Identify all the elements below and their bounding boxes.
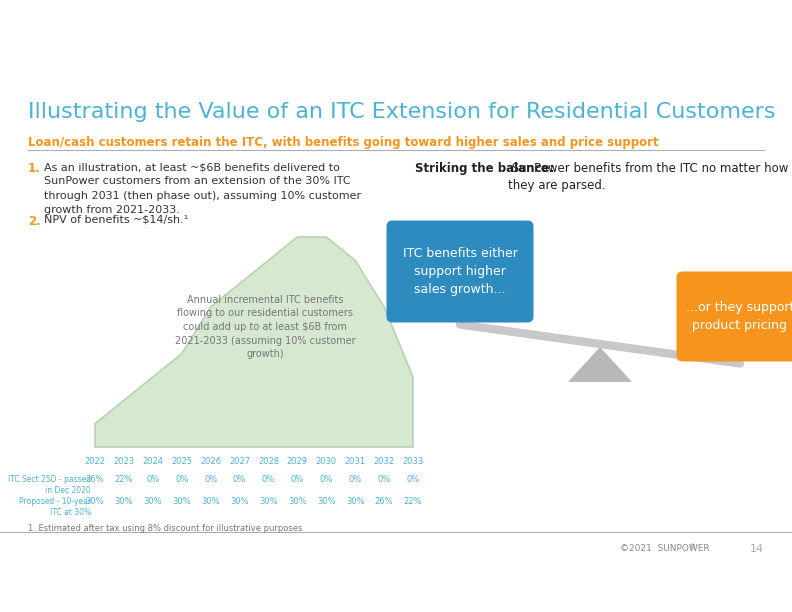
Text: 14: 14: [750, 544, 764, 554]
Text: Striking the balance:: Striking the balance:: [415, 162, 554, 175]
Text: 30%: 30%: [143, 497, 162, 506]
FancyBboxPatch shape: [386, 220, 534, 323]
Text: 0%: 0%: [378, 475, 390, 484]
Text: 30%: 30%: [346, 497, 364, 506]
Text: 0%: 0%: [233, 475, 246, 484]
Text: 30%: 30%: [173, 497, 191, 506]
Text: 30%: 30%: [288, 497, 307, 506]
Text: 0%: 0%: [291, 475, 304, 484]
Text: 2030: 2030: [316, 457, 337, 466]
Polygon shape: [95, 237, 413, 447]
Text: 2026: 2026: [200, 457, 221, 466]
Text: 2028: 2028: [258, 457, 279, 466]
Text: Annual incremental ITC benefits
flowing to our residential customers
could add u: Annual incremental ITC benefits flowing …: [175, 295, 356, 359]
Text: NPV of benefits ~$14/sh.¹: NPV of benefits ~$14/sh.¹: [44, 215, 188, 225]
Text: ©2021  SUNPOWER: ©2021 SUNPOWER: [620, 544, 710, 553]
Text: 0%: 0%: [348, 475, 362, 484]
Text: Illustrating the Value of an ITC Extension for Residential Customers: Illustrating the Value of an ITC Extensi…: [28, 102, 775, 122]
Text: ITC benefits either
support higher
sales growth...: ITC benefits either support higher sales…: [402, 247, 517, 296]
FancyBboxPatch shape: [676, 272, 792, 362]
Text: 30%: 30%: [86, 497, 105, 506]
Text: 2032: 2032: [374, 457, 394, 466]
Text: 0%: 0%: [204, 475, 217, 484]
Text: ®: ®: [689, 544, 696, 550]
Text: SunPower benefits from the ITC no matter how they are parsed.: SunPower benefits from the ITC no matter…: [508, 162, 788, 192]
Text: Loan/cash customers retain the ITC, with benefits going toward higher sales and : Loan/cash customers retain the ITC, with…: [28, 136, 659, 149]
Text: 2031: 2031: [345, 457, 366, 466]
Text: 30%: 30%: [230, 497, 249, 506]
Text: 22%: 22%: [115, 475, 133, 484]
Text: 30%: 30%: [317, 497, 336, 506]
Text: 0%: 0%: [147, 475, 159, 484]
Text: ...or they support
product pricing: ...or they support product pricing: [686, 301, 792, 332]
Text: ITC Sect 25D - passed
in Dec 2020: ITC Sect 25D - passed in Dec 2020: [8, 475, 91, 495]
Text: 26%: 26%: [86, 475, 105, 484]
Text: 30%: 30%: [115, 497, 133, 506]
Text: 2025: 2025: [171, 457, 192, 466]
Text: 30%: 30%: [201, 497, 220, 506]
Text: 0%: 0%: [320, 475, 333, 484]
Text: 0%: 0%: [262, 475, 275, 484]
Text: 2029: 2029: [287, 457, 308, 466]
Text: 26%: 26%: [375, 497, 394, 506]
Text: 1. Estimated after tax using 8% discount for illustrative purposes: 1. Estimated after tax using 8% discount…: [28, 524, 303, 533]
Text: 2027: 2027: [229, 457, 250, 466]
Text: 22%: 22%: [404, 497, 422, 506]
Text: 2.: 2.: [28, 215, 40, 228]
Text: 0%: 0%: [406, 475, 420, 484]
Text: 0%: 0%: [175, 475, 188, 484]
Text: As an illustration, at least ~$6B benefits delivered to
SunPower customers from : As an illustration, at least ~$6B benefi…: [44, 162, 361, 215]
Text: 2023: 2023: [113, 457, 135, 466]
Text: 2024: 2024: [143, 457, 163, 466]
Text: 1.: 1.: [28, 162, 40, 175]
Polygon shape: [568, 347, 632, 382]
Text: Proposed - 10-year
ITC at 30%: Proposed - 10-year ITC at 30%: [19, 497, 91, 517]
Text: 2033: 2033: [402, 457, 424, 466]
Text: 30%: 30%: [259, 497, 278, 506]
Text: 2022: 2022: [85, 457, 105, 466]
